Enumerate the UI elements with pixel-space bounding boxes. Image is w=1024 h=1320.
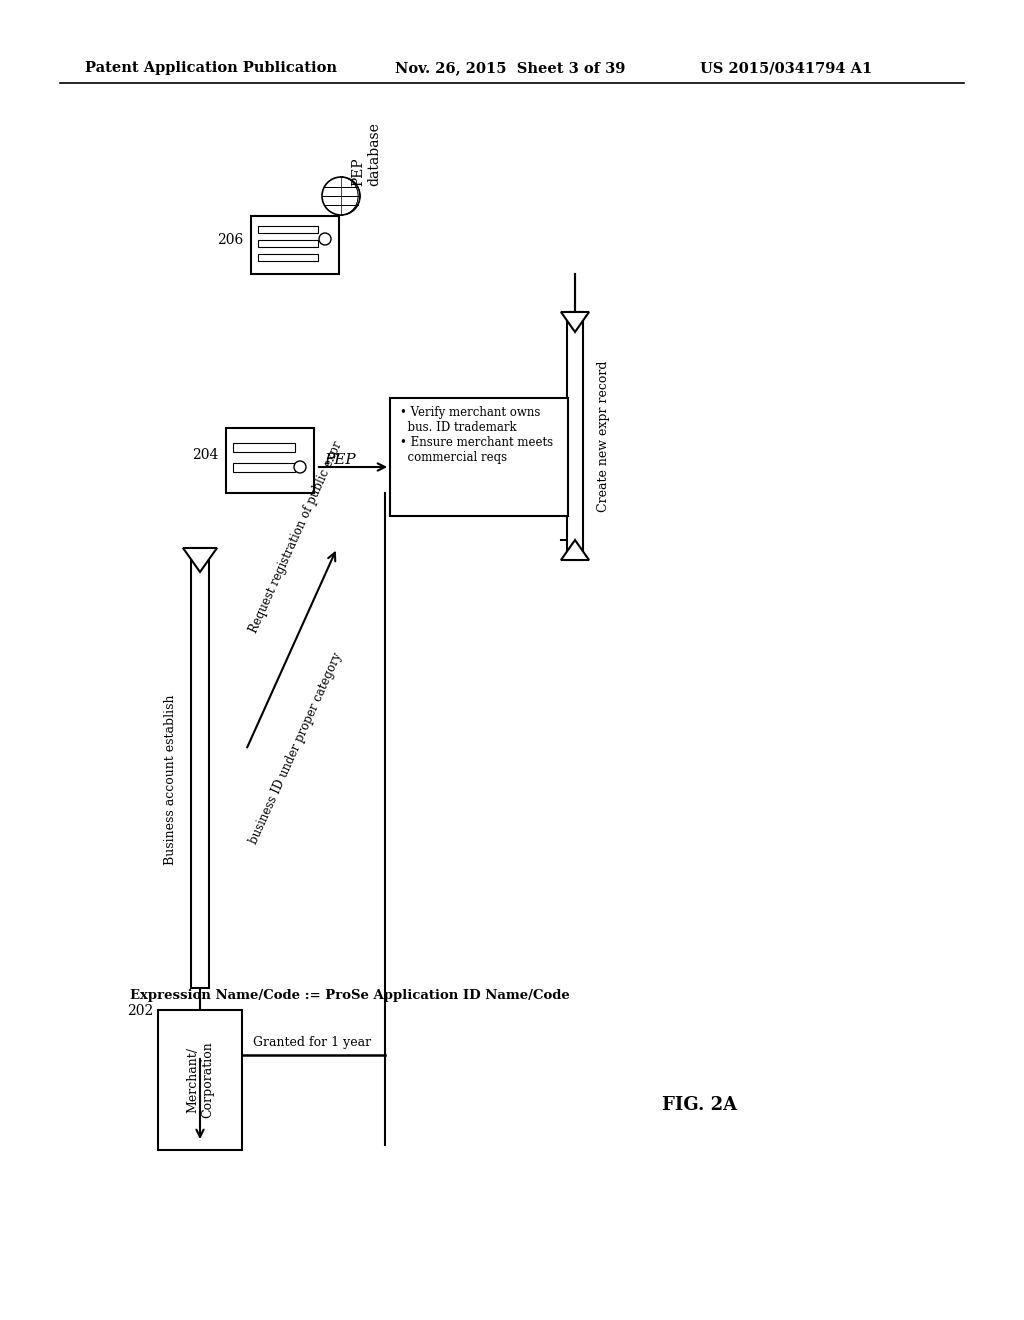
Bar xyxy=(567,312,583,560)
Bar xyxy=(233,463,295,473)
Text: Nov. 26, 2015  Sheet 3 of 39: Nov. 26, 2015 Sheet 3 of 39 xyxy=(395,61,626,75)
Text: Request registration of public expr: Request registration of public expr xyxy=(247,440,344,635)
Text: PEP: PEP xyxy=(324,453,355,467)
Bar xyxy=(390,399,568,516)
Circle shape xyxy=(294,461,306,473)
Bar xyxy=(258,226,318,234)
Text: PEP
database: PEP database xyxy=(351,123,381,186)
Text: Merchant/
Corporation: Merchant/ Corporation xyxy=(186,1041,214,1118)
Text: FIG. 2A: FIG. 2A xyxy=(663,1096,737,1114)
Bar xyxy=(226,428,314,492)
Text: Create new expr record: Create new expr record xyxy=(597,360,610,512)
Text: • Verify merchant owns
  bus. ID trademark
• Ensure merchant meets
  commercial : • Verify merchant owns bus. ID trademark… xyxy=(400,407,553,465)
Bar xyxy=(191,548,209,987)
Bar xyxy=(233,444,295,451)
Text: 202: 202 xyxy=(127,1005,153,1018)
Bar xyxy=(158,1010,242,1150)
Text: 204: 204 xyxy=(191,447,218,462)
Circle shape xyxy=(322,177,360,215)
Text: Business account establish: Business account establish xyxy=(164,694,176,865)
Circle shape xyxy=(319,234,331,246)
Polygon shape xyxy=(561,312,589,333)
Polygon shape xyxy=(183,548,217,572)
Text: Patent Application Publication: Patent Application Publication xyxy=(85,61,337,75)
Text: 206: 206 xyxy=(217,234,243,247)
Bar xyxy=(251,216,339,275)
Bar xyxy=(258,253,318,261)
Bar xyxy=(258,240,318,247)
Text: business ID under proper category: business ID under proper category xyxy=(247,651,344,846)
Text: US 2015/0341794 A1: US 2015/0341794 A1 xyxy=(700,61,872,75)
Text: Granted for 1 year: Granted for 1 year xyxy=(253,1036,372,1049)
Polygon shape xyxy=(561,540,589,560)
Text: Expression Name/Code := ProSe Application ID Name/Code: Expression Name/Code := ProSe Applicatio… xyxy=(130,989,569,1002)
